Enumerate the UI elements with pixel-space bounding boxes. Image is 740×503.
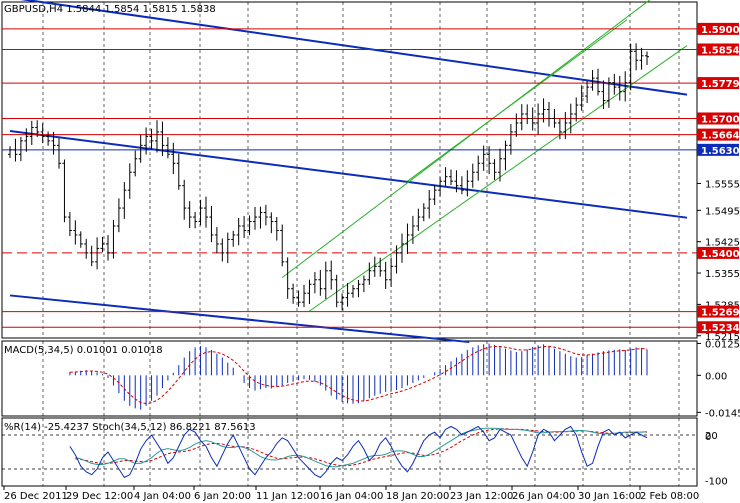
price-tick-label: 1.5495 bbox=[705, 206, 740, 217]
time-tick-label: 11 Jan 12:00 bbox=[256, 491, 319, 502]
williams-r-line bbox=[69, 425, 648, 479]
price-level-tag bbox=[697, 246, 739, 259]
trend-lines bbox=[9, 0, 688, 344]
time-tick-label: 6 Jan 20:00 bbox=[194, 491, 251, 502]
trend-line bbox=[9, 294, 470, 344]
price-level-tag bbox=[697, 77, 739, 90]
price-level-tag bbox=[697, 112, 739, 125]
price-level-lines bbox=[2, 28, 697, 328]
macd-tick-label: -0.01456 bbox=[705, 408, 740, 419]
price-level-tag bbox=[697, 143, 739, 156]
macd-signal-line bbox=[69, 345, 648, 405]
time-tick-label: 2 Feb 08:00 bbox=[640, 491, 699, 502]
price-bars bbox=[8, 43, 649, 311]
trend-line bbox=[9, 130, 688, 219]
price-level-value: 1.5700 bbox=[701, 114, 740, 125]
time-tick-label: 4 Jan 04:00 bbox=[134, 491, 191, 502]
price-level-tag bbox=[697, 22, 739, 35]
oscillator-panel-frame bbox=[1, 417, 698, 487]
time-tick-label: 29 Dec 12:00 bbox=[66, 491, 133, 502]
price-level-tag bbox=[697, 128, 739, 141]
price-tick-label: 1.5555 bbox=[705, 179, 740, 190]
price-level-value: 1.5630 bbox=[701, 146, 740, 157]
price-level-tag bbox=[697, 43, 739, 56]
trend-line bbox=[309, 45, 688, 312]
price-level-value: 1.5900 bbox=[701, 25, 740, 36]
oscillator-label: %R(14) -25.4237 Stoch(34,5,12) 86.8221 8… bbox=[4, 422, 256, 433]
trend-line bbox=[20, 0, 688, 96]
macd-tick-label: 0.01254 bbox=[705, 339, 740, 350]
oscillator-tick-label: 0 bbox=[705, 432, 711, 443]
macd-panel-frame bbox=[1, 340, 698, 417]
price-level-value: 1.5269 bbox=[701, 308, 740, 319]
price-level-value: 1.5234 bbox=[701, 323, 740, 334]
price-level-tag bbox=[697, 321, 739, 334]
oscillator-panel: 200 -100 bbox=[2, 425, 728, 487]
time-tick-label: 26 Dec 2011 bbox=[4, 491, 68, 502]
chart-title: GBPUSD,H4 1.5844 1.5854 1.5815 1.5838 bbox=[4, 4, 216, 15]
macd-tick-label: 0.00 bbox=[705, 371, 727, 382]
time-tick-label: 30 Jan 16:00 bbox=[578, 491, 641, 502]
price-tick-label: 1.5355 bbox=[705, 269, 740, 280]
price-tick-label: 1.5425 bbox=[705, 238, 740, 249]
macd-label: MACD(5,34,5) 0.01001 0.01018 bbox=[4, 345, 163, 356]
price-level-labels: 1.5900 1.5854 1.5779 1.5700 1.5664 1.5630 1.54… bbox=[697, 22, 740, 334]
price-level-value: 1.5400 bbox=[701, 249, 740, 260]
trend-line bbox=[281, 0, 651, 278]
time-tick-label: 16 Jan 04:00 bbox=[320, 491, 383, 502]
main-grid bbox=[1, 1, 698, 487]
trend-line bbox=[407, 19, 628, 182]
price-level-value: 1.5779 bbox=[701, 79, 740, 90]
time-tick-label: 26 Jan 04:00 bbox=[512, 491, 575, 502]
price-level-value: 1.5854 bbox=[701, 45, 740, 56]
macd-panel: 0.01254 0.00 -0.01456 bbox=[69, 339, 740, 419]
price-level-tag bbox=[697, 305, 739, 318]
time-tick-label: 18 Jan 20:00 bbox=[386, 491, 449, 502]
stoch-main-line bbox=[75, 427, 648, 468]
main-panel-frame bbox=[1, 1, 698, 339]
price-tick-label: 1.5215 bbox=[705, 332, 740, 343]
price-level-value: 1.5664 bbox=[701, 131, 740, 142]
oscillator-tick-label: -100 bbox=[705, 476, 728, 487]
time-tick-label: 23 Jan 12:00 bbox=[450, 491, 513, 502]
oscillator-tick-label: 20 bbox=[705, 431, 718, 442]
